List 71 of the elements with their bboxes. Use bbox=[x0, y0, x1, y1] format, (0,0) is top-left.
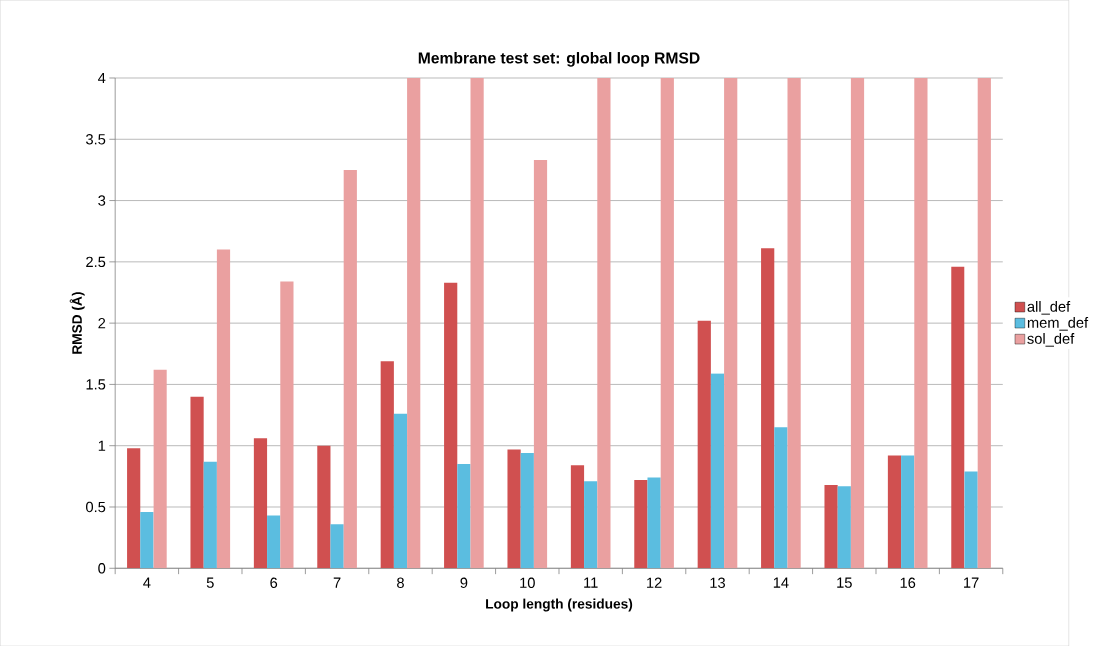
legend-label: all_def bbox=[1027, 300, 1071, 315]
x-tick-label: 13 bbox=[710, 577, 726, 588]
bar bbox=[216, 249, 231, 569]
bar bbox=[343, 169, 357, 569]
bar bbox=[507, 449, 521, 569]
bar bbox=[444, 282, 458, 569]
bar bbox=[697, 320, 711, 569]
x-tick-label: 4 bbox=[143, 577, 151, 588]
x-tick-label: 17 bbox=[964, 577, 979, 588]
y-axis-title: RMSD (Å) bbox=[69, 292, 85, 354]
bar bbox=[470, 77, 484, 569]
bar bbox=[153, 369, 167, 569]
x-axis-title: Loop length (residues) bbox=[486, 598, 633, 612]
bar bbox=[140, 511, 154, 569]
bar bbox=[317, 445, 331, 569]
bar bbox=[634, 479, 648, 569]
bar bbox=[380, 361, 394, 569]
bar bbox=[190, 396, 204, 569]
bar bbox=[533, 159, 548, 569]
x-tick-label: 7 bbox=[333, 577, 341, 588]
bar bbox=[407, 77, 421, 569]
bar bbox=[824, 484, 838, 569]
bar bbox=[951, 266, 965, 569]
bar bbox=[584, 481, 598, 569]
bar bbox=[837, 486, 851, 569]
y-tick-label: 1.5 bbox=[86, 379, 106, 390]
bar bbox=[710, 373, 725, 569]
bar bbox=[977, 77, 991, 569]
bar bbox=[914, 77, 928, 569]
x-tick-label: 9 bbox=[460, 577, 468, 588]
bar bbox=[660, 77, 674, 569]
bar bbox=[887, 455, 902, 569]
x-tick-label: 6 bbox=[270, 577, 278, 588]
bar bbox=[964, 471, 978, 569]
bar bbox=[647, 477, 661, 569]
y-tick-label: 2.5 bbox=[86, 256, 106, 267]
bar bbox=[761, 248, 775, 569]
bar bbox=[393, 413, 408, 569]
x-tick-label: 15 bbox=[837, 577, 852, 588]
bar bbox=[330, 524, 344, 569]
bar bbox=[253, 438, 268, 569]
x-tick-label: 14 bbox=[773, 577, 789, 588]
bar bbox=[127, 448, 141, 569]
bar bbox=[724, 77, 738, 569]
bar bbox=[457, 463, 471, 569]
bar bbox=[787, 77, 801, 569]
chart-title: Membrane test set: global loop RMSD bbox=[418, 51, 700, 67]
x-tick-label: 12 bbox=[647, 577, 662, 588]
bar bbox=[267, 515, 281, 569]
y-tick-label: 3.5 bbox=[86, 133, 106, 145]
bar bbox=[850, 77, 865, 569]
y-tick-label: 1 bbox=[98, 440, 106, 451]
y-tick-label: 0.5 bbox=[86, 501, 106, 513]
bar bbox=[597, 77, 611, 569]
y-tick-label: 2 bbox=[98, 317, 106, 329]
bar bbox=[520, 452, 534, 569]
y-tick-label: 3 bbox=[98, 195, 106, 206]
legend-label: sol_def bbox=[1027, 332, 1075, 347]
bar bbox=[570, 465, 585, 569]
y-tick-label: 0 bbox=[98, 562, 106, 574]
x-tick-label: 10 bbox=[520, 577, 535, 588]
x-tick-label: 16 bbox=[900, 577, 916, 588]
bar bbox=[901, 455, 915, 569]
y-tick-label: 4 bbox=[98, 72, 106, 83]
x-tick-label: 8 bbox=[397, 577, 404, 588]
bar bbox=[774, 427, 788, 569]
x-tick-label: 11 bbox=[584, 577, 598, 588]
legend-label: mem_def bbox=[1027, 316, 1089, 331]
bar bbox=[203, 461, 217, 569]
bar bbox=[280, 281, 294, 569]
x-tick-label: 5 bbox=[206, 577, 214, 588]
